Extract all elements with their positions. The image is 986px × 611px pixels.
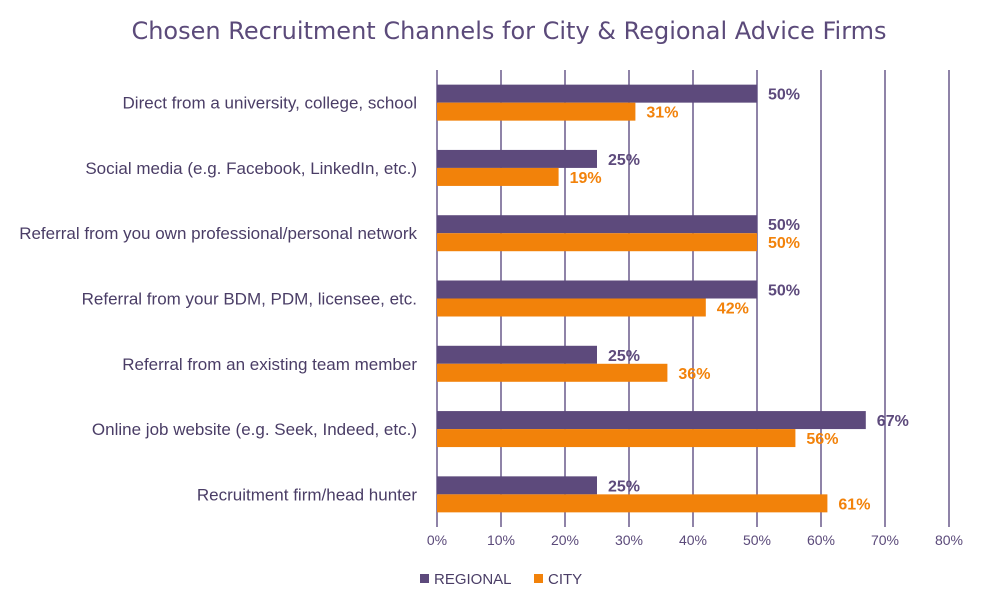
chart-title: Chosen Recruitment Channels for City & R… [131, 17, 886, 45]
data-label-regional: 50% [768, 217, 800, 234]
x-tick-label: 40% [679, 532, 707, 548]
bar-regional [437, 215, 757, 234]
bar-city [437, 167, 559, 186]
bar-city [437, 298, 706, 317]
x-tick-label: 30% [615, 532, 643, 548]
category-labels: Direct from a university, college, schoo… [19, 94, 417, 505]
data-label-city: 19% [570, 170, 602, 187]
bar-regional [437, 411, 866, 430]
legend: REGIONAL CITY [420, 571, 582, 588]
bars [437, 84, 866, 513]
bar-city [437, 363, 668, 382]
bar-regional [437, 345, 597, 364]
data-labels: 50%31%25%19%50%50%50%42%25%36%67%56%25%6… [570, 87, 909, 514]
bar-city [437, 494, 828, 513]
data-label-regional: 50% [768, 283, 800, 300]
legend-swatch [420, 574, 429, 583]
bar-city [437, 102, 636, 121]
data-label-city: 36% [678, 366, 710, 383]
x-tick-label: 10% [487, 532, 515, 548]
data-label-city: 61% [838, 496, 870, 513]
bar-city [437, 429, 796, 448]
category-label: Referral from an existing team member [122, 355, 417, 374]
data-label-regional: 67% [877, 413, 909, 430]
bar-regional [437, 149, 597, 168]
bar-city [437, 233, 757, 252]
x-tick-label: 80% [935, 532, 963, 548]
x-tick-labels: 0% 10% 20% 30% 40% 50% 60% 70% 80% [427, 532, 963, 548]
data-label-city: 50% [768, 235, 800, 252]
data-label-city: 56% [806, 431, 838, 448]
category-label: Recruitment firm/head hunter [197, 485, 417, 504]
bar-regional [437, 84, 757, 103]
category-label: Social media (e.g. Facebook, LinkedIn, e… [85, 159, 417, 178]
data-label-regional: 25% [608, 348, 640, 365]
data-label-city: 31% [646, 105, 678, 122]
legend-label: CITY [548, 571, 582, 588]
x-tick-label: 70% [871, 532, 899, 548]
data-label-regional: 25% [608, 478, 640, 495]
category-label: Online job website (e.g. Seek, Indeed, e… [92, 420, 417, 439]
bar-regional [437, 280, 757, 299]
x-tick-label: 0% [427, 532, 447, 548]
category-label: Referral from your BDM, PDM, licensee, e… [82, 290, 417, 309]
x-tick-label: 20% [551, 532, 579, 548]
legend-label: REGIONAL [434, 571, 512, 588]
data-label-regional: 50% [768, 87, 800, 104]
category-label: Referral from you own professional/perso… [19, 224, 417, 243]
x-tick-label: 50% [743, 532, 771, 548]
category-label: Direct from a university, college, schoo… [123, 94, 417, 113]
data-label-city: 42% [717, 301, 749, 318]
x-tick-label: 60% [807, 532, 835, 548]
bar-regional [437, 476, 597, 495]
legend-swatch [534, 574, 543, 583]
data-label-regional: 25% [608, 152, 640, 169]
